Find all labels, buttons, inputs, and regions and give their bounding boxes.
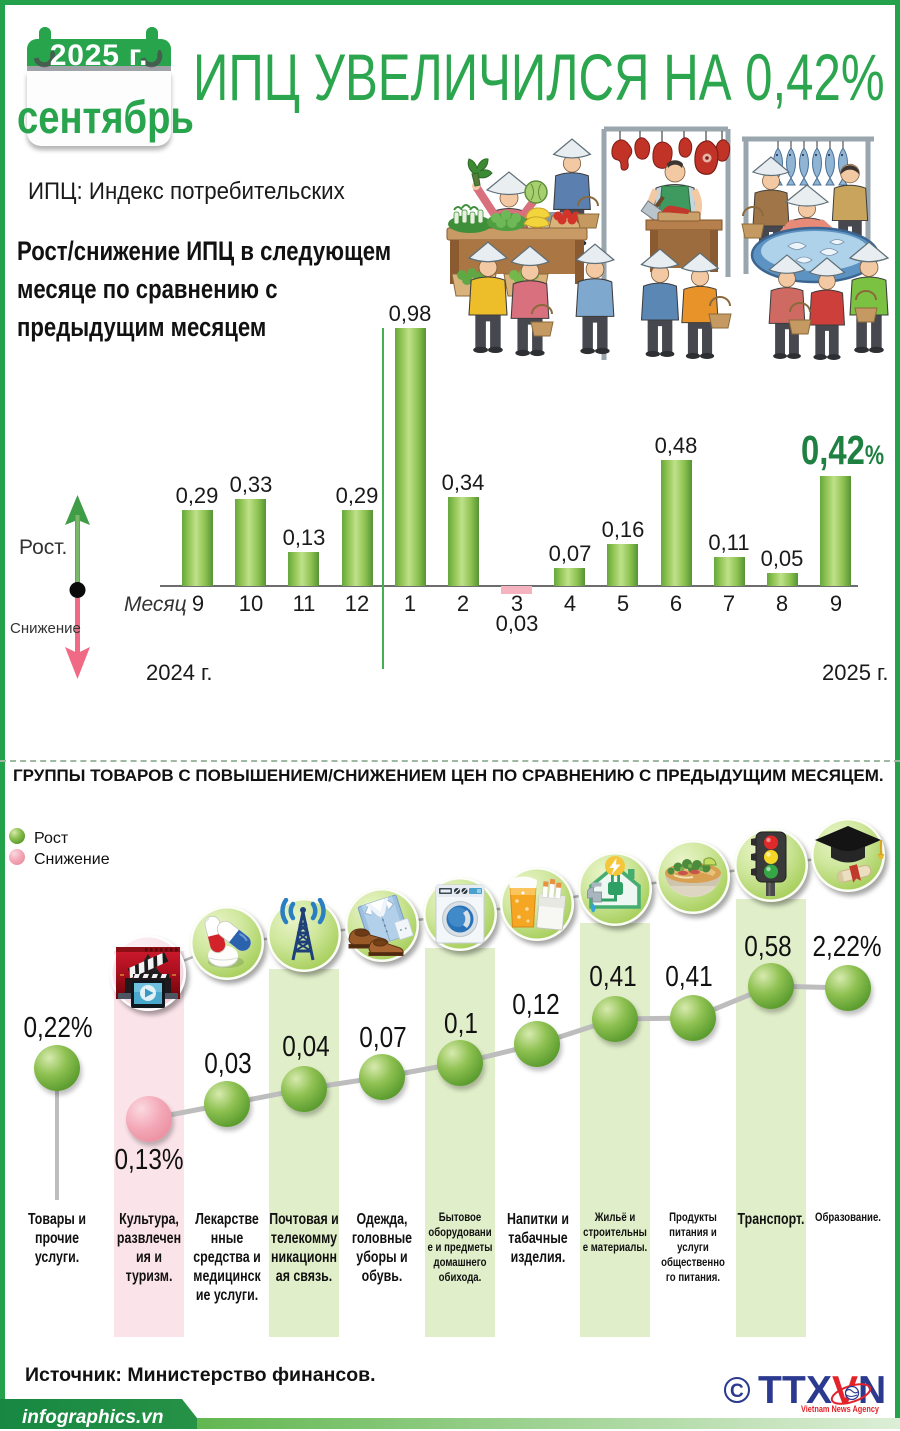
svg-text:C: C xyxy=(730,1381,744,1402)
svg-text:X: X xyxy=(806,1369,832,1412)
svg-text:T: T xyxy=(758,1369,782,1412)
svg-text:Vietnam News Agency: Vietnam News Agency xyxy=(801,1404,879,1414)
svg-text:infographics.vn: infographics.vn xyxy=(22,1407,163,1428)
svg-text:N: N xyxy=(858,1369,886,1412)
svg-text:T: T xyxy=(782,1369,806,1412)
